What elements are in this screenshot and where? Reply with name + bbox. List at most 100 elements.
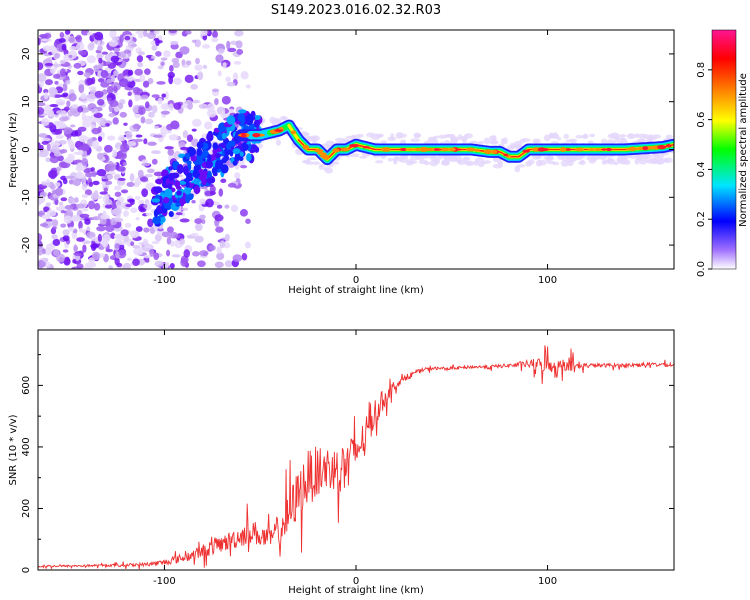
spectrogram-halo-blob <box>543 134 551 142</box>
spectrogram-noise-blob <box>82 118 92 128</box>
spectrogram-noise-blob <box>38 250 43 256</box>
spectrogram-noise-blob <box>68 93 77 102</box>
spectrogram-noise-blob <box>168 75 174 85</box>
spectrogram-noise-blob <box>91 140 100 150</box>
spectrogram-peak-blob <box>399 148 408 151</box>
spectrogram-noise-blob <box>93 64 100 73</box>
spectrogram-noise-blob <box>104 180 113 186</box>
spectrogram-noise-blob <box>112 207 122 216</box>
spectrogram-noise-blob <box>141 162 151 167</box>
spectrogram-halo-blob <box>441 155 446 159</box>
spectrogram-noise-blob <box>71 104 79 109</box>
spectrogram-noise-blob <box>200 30 208 37</box>
spectrogram-transition-blob <box>168 173 175 182</box>
spectrogram-transition-blob <box>200 150 210 159</box>
spectrogram-noise-blob <box>130 207 138 214</box>
spectrogram-noise-blob <box>132 258 140 267</box>
spectrogram-noise-blob <box>77 106 84 113</box>
spectrogram-transition-blob <box>174 180 181 188</box>
spectrogram-noise-blob <box>42 257 49 263</box>
spectrogram-noise-blob <box>151 240 160 245</box>
spectrogram-noise-blob <box>240 71 249 80</box>
spectrogram-noise-blob <box>90 108 99 114</box>
colorbar-tick-label: 0.0 <box>696 261 707 277</box>
spectrogram-noise-blob <box>160 61 165 66</box>
spectrogram-halo-blob <box>464 133 473 139</box>
spectrogram-noise-blob <box>164 91 169 100</box>
spectrogram-transition-blob <box>183 178 191 183</box>
spectrogram-noise-blob <box>147 141 157 146</box>
spectrogram-noise-blob <box>38 62 44 71</box>
spectrogram-noise-blob <box>38 73 47 82</box>
spectrogram-halo-blob <box>390 132 395 140</box>
spectrogram-peak-blob <box>341 147 351 152</box>
spectrogram-noise-blob <box>236 48 244 55</box>
spectrogram-noise-blob <box>52 238 61 246</box>
spectrogram-peak-blob <box>439 147 450 152</box>
spectrogram-noise-blob <box>87 200 96 210</box>
spectrogram-noise-blob <box>117 240 127 246</box>
colorbar-tick-label: 0.4 <box>696 161 707 177</box>
spectrogram-noise-blob <box>143 255 152 259</box>
spectrogram-noise-blob <box>209 190 216 196</box>
spectrogram-noise-blob <box>179 238 186 245</box>
spectrogram-noise-blob <box>153 134 163 138</box>
spectrogram-halo-blob <box>457 134 463 140</box>
spectrogram-noise-blob <box>78 84 85 94</box>
spectrogram-noise-blob <box>77 150 84 156</box>
spectrogram-noise-blob <box>97 126 102 133</box>
spectrogram-noise-blob <box>41 214 51 220</box>
spectrogram-transition-blob <box>239 151 244 157</box>
spectrogram-noise-blob <box>59 68 66 77</box>
spectrogram-peak-blob <box>657 145 667 150</box>
spectrogram-transition-blob <box>155 178 164 185</box>
spectrogram-noise-blob <box>84 172 93 178</box>
spectrogram-noise-blob <box>82 149 88 157</box>
spectrogram-noise-blob <box>120 189 129 194</box>
spectrogram-noise-blob <box>81 240 91 245</box>
spectrogram-noise-blob <box>134 177 142 186</box>
spectrogram-noise-blob <box>153 171 164 177</box>
spectrogram-halo-blob <box>496 157 502 165</box>
spectrogram-noise-blob <box>161 93 167 98</box>
spectrogram-noise-blob <box>169 263 175 269</box>
spectrogram-noise-blob <box>79 227 84 233</box>
spectrogram-noise-blob <box>184 74 194 83</box>
spectrogram-noise-blob <box>53 249 60 256</box>
spectrogram-halo-blob <box>607 157 613 163</box>
spectrogram-noise-blob <box>145 212 153 216</box>
snr-x-ticks: -100 0 100 <box>153 330 557 587</box>
spectrogram-halo-blob <box>506 145 515 150</box>
spectrogram-peak-blob <box>631 147 638 151</box>
spectrogram-noise-blob <box>91 170 97 178</box>
spectrogram-noise-blob <box>118 51 127 59</box>
spectrogram-noise-blob <box>105 61 111 65</box>
spectrogram-noise-blob <box>91 77 96 85</box>
spectrogram-noise-blob <box>216 246 222 254</box>
spectrogram-peak-blob <box>317 152 327 155</box>
spectrogram-noise-blob <box>58 116 69 122</box>
spectrogram-noise-blob <box>61 43 67 51</box>
spectrogram-noise-blob <box>144 118 154 125</box>
spectrogram-noise-blob <box>127 91 132 97</box>
spectrogram-noise-blob <box>100 70 109 79</box>
spectrogram-peak-blob <box>274 129 284 132</box>
spectrogram-peak-blob <box>491 149 498 154</box>
snr-marks <box>38 345 674 570</box>
spectrogram-transition-blob <box>253 115 261 120</box>
spectrogram-noise-blob <box>130 43 138 47</box>
snr-x-label: Height of straight line (km) <box>288 585 424 596</box>
spectrogram-noise-blob <box>106 97 112 102</box>
spectrogram-noise-blob <box>126 181 135 188</box>
spectrogram-halo-blob <box>457 159 467 165</box>
spectrogram-noise-blob <box>63 215 72 224</box>
spectrogram-halo-blob <box>414 133 422 138</box>
spectrogram-halo-blob <box>514 165 521 173</box>
spectrogram-noise-blob <box>58 161 68 168</box>
spectrogram-noise-blob <box>86 226 91 231</box>
spectrogram-noise-blob <box>181 207 189 211</box>
spectrogram-noise-blob <box>108 112 115 118</box>
spectrogram-noise-blob <box>123 122 128 126</box>
spectrogram-halo-blob <box>318 163 323 170</box>
spectrogram-noise-blob <box>153 252 160 260</box>
